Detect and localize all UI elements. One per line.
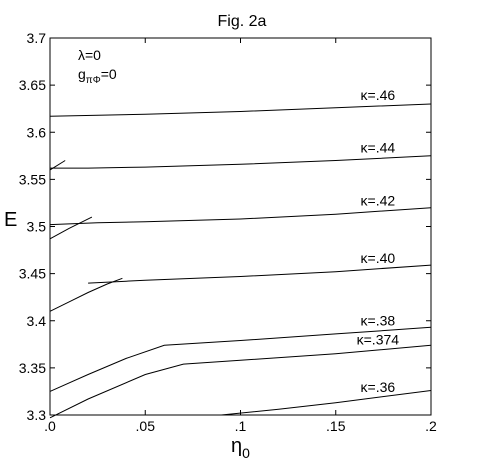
- series-label-0: κ=.46: [361, 87, 396, 103]
- y-tick-label: 3.7: [27, 30, 47, 46]
- y-tick-label: 3.55: [19, 171, 46, 187]
- axis-ticks: .0 .05 .1 .15 .2 3.3 3.35 3.4 3.45 3.5 3.55 3.6 3.65…: [19, 30, 437, 434]
- x-tick-label: .0: [44, 418, 56, 434]
- y-tick-label: 3.65: [19, 77, 46, 93]
- y-tick-label: 3.6: [27, 124, 47, 140]
- series-label-3: κ=.40: [361, 250, 396, 266]
- x-tick-label: .05: [136, 418, 156, 434]
- annotation-g: g: [78, 66, 86, 82]
- series-line-4: [49, 326, 432, 392]
- x-axis-label-sub: 0: [242, 445, 250, 461]
- x-tick-label: .1: [235, 418, 247, 434]
- annotation-coupling: gπΦ=0: [78, 66, 117, 86]
- series-line-3: [88, 264, 432, 284]
- series-line-6: [221, 390, 432, 416]
- y-tick-label: 3.3: [27, 407, 47, 423]
- y-axis-label: E: [4, 209, 17, 231]
- series-line-1: [50, 155, 432, 169]
- x-axis-label: η0: [231, 435, 250, 461]
- y-tick-label: 3.4: [27, 313, 47, 329]
- series-line-0: [49, 103, 432, 117]
- branch-line-2: [49, 277, 123, 312]
- series-label-4: κ=.38: [361, 312, 396, 328]
- branch-line-0: [49, 160, 66, 171]
- y-tick-label: 3.35: [19, 360, 46, 376]
- y-tick-label: 3.45: [19, 266, 46, 282]
- series-labels: κ=.46 κ=.44 κ=.42 κ=.40 κ=.38 κ=.374 κ=.36: [357, 87, 400, 395]
- series-curves: [49, 103, 432, 419]
- annotation-block: λ=0 gπΦ=0: [78, 47, 117, 86]
- series-line-5: [49, 344, 432, 419]
- annotation-sub: πΦ: [86, 75, 101, 86]
- annotation-eq: =0: [101, 66, 117, 82]
- branch-line-1: [49, 216, 93, 240]
- x-tick-label: .2: [425, 418, 437, 434]
- y-tick-label: 3.5: [27, 219, 47, 235]
- series-line-2: [49, 207, 432, 226]
- x-tick-label: .15: [326, 418, 346, 434]
- x-axis-label-main: η: [231, 435, 242, 457]
- series-label-5: κ=.374: [357, 331, 400, 347]
- series-label-6: κ=.36: [361, 379, 396, 395]
- annotation-lambda: λ=0: [78, 47, 101, 63]
- series-label-2: κ=.42: [361, 193, 396, 209]
- chart-title: Fig. 2a: [218, 13, 267, 30]
- series-label-1: κ=.44: [361, 140, 396, 156]
